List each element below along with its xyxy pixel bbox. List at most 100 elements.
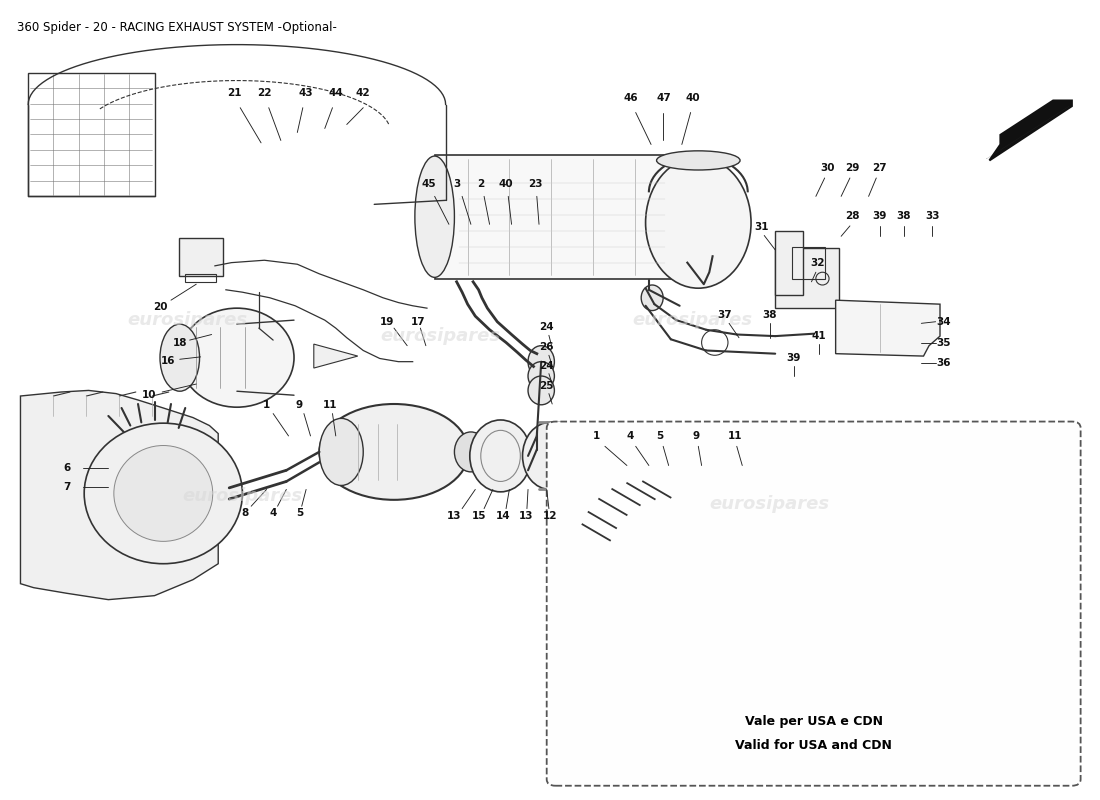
Text: 360 Spider - 20 - RACING EXHAUST SYSTEM -Optional-: 360 Spider - 20 - RACING EXHAUST SYSTEM …: [18, 21, 337, 34]
Text: 39: 39: [786, 353, 801, 362]
Text: 42: 42: [356, 87, 371, 98]
Text: 11: 11: [727, 431, 741, 441]
Text: 36: 36: [936, 358, 950, 368]
Text: eurosipares: eurosipares: [128, 311, 248, 329]
Ellipse shape: [179, 308, 294, 407]
Text: 5: 5: [657, 431, 663, 441]
Text: 30: 30: [821, 163, 835, 174]
Text: 40: 40: [685, 93, 700, 103]
Text: 16: 16: [161, 356, 175, 366]
Text: 32: 32: [811, 258, 825, 269]
Text: 5: 5: [296, 509, 304, 518]
Text: 7: 7: [63, 482, 70, 492]
Ellipse shape: [740, 522, 811, 602]
Ellipse shape: [528, 362, 554, 390]
Ellipse shape: [85, 423, 242, 564]
Text: 4: 4: [627, 431, 634, 441]
Bar: [806, 538, 850, 584]
Text: 1: 1: [593, 431, 600, 441]
Text: 43: 43: [299, 87, 314, 98]
Text: 17: 17: [411, 317, 426, 326]
Text: eurosipares: eurosipares: [183, 487, 303, 505]
Text: 19: 19: [381, 317, 395, 326]
Text: 1: 1: [263, 400, 271, 410]
Text: 9: 9: [693, 431, 700, 441]
Text: 38: 38: [896, 211, 911, 222]
Polygon shape: [836, 300, 940, 356]
Text: 14: 14: [495, 510, 510, 521]
Ellipse shape: [522, 422, 578, 490]
Bar: [913, 528, 968, 584]
Ellipse shape: [415, 156, 454, 278]
Ellipse shape: [319, 418, 363, 486]
Text: 44: 44: [329, 87, 343, 98]
Text: 21: 21: [228, 87, 242, 98]
Ellipse shape: [114, 446, 212, 542]
Ellipse shape: [646, 158, 751, 288]
Text: 20: 20: [153, 302, 167, 311]
Ellipse shape: [470, 420, 531, 492]
Ellipse shape: [641, 285, 663, 310]
Ellipse shape: [160, 324, 199, 391]
Bar: [185, 274, 216, 282]
Polygon shape: [989, 101, 1071, 161]
Bar: [178, 238, 222, 276]
Text: 15: 15: [471, 510, 486, 521]
Text: 11: 11: [323, 400, 338, 410]
Ellipse shape: [319, 404, 469, 500]
Text: 31: 31: [755, 222, 769, 232]
Text: 4: 4: [270, 509, 277, 518]
Text: 2: 2: [477, 179, 484, 190]
Text: 28: 28: [845, 211, 859, 222]
Ellipse shape: [528, 376, 554, 405]
Polygon shape: [21, 390, 218, 600]
Text: 37: 37: [717, 310, 732, 320]
Text: Valid for USA and CDN: Valid for USA and CDN: [735, 739, 892, 752]
Bar: [776, 248, 839, 308]
Text: Vale per USA e CDN: Vale per USA e CDN: [745, 715, 882, 728]
Ellipse shape: [657, 151, 740, 170]
Text: 27: 27: [872, 163, 887, 174]
Ellipse shape: [605, 498, 733, 638]
Text: 35: 35: [936, 338, 950, 347]
Text: 45: 45: [421, 179, 437, 190]
Text: eurosipares: eurosipares: [632, 311, 752, 329]
Text: 29: 29: [845, 163, 859, 174]
Text: 34: 34: [936, 317, 950, 326]
Polygon shape: [314, 344, 358, 368]
Text: 25: 25: [539, 381, 554, 390]
Text: 9: 9: [296, 400, 304, 410]
Text: 41: 41: [812, 331, 826, 341]
Ellipse shape: [668, 156, 707, 278]
Text: eurosipares: eurosipares: [381, 327, 500, 345]
Bar: [966, 532, 1040, 580]
Text: 8: 8: [241, 509, 249, 518]
Ellipse shape: [861, 522, 916, 590]
Text: 24: 24: [539, 322, 554, 332]
Bar: [434, 155, 688, 278]
Bar: [776, 230, 803, 294]
Text: 6: 6: [63, 463, 70, 473]
Text: 22: 22: [257, 87, 272, 98]
Text: 3: 3: [453, 179, 460, 190]
Ellipse shape: [630, 520, 707, 616]
Text: 24: 24: [539, 362, 554, 371]
Bar: [792, 246, 825, 278]
Text: 46: 46: [624, 93, 639, 103]
Text: 23: 23: [528, 179, 543, 190]
Text: 38: 38: [762, 310, 777, 320]
Ellipse shape: [972, 522, 1033, 590]
Ellipse shape: [528, 346, 554, 378]
Text: 10: 10: [142, 390, 156, 400]
Text: 26: 26: [539, 342, 554, 352]
Text: 13: 13: [448, 510, 462, 521]
Text: 33: 33: [925, 211, 939, 222]
Text: 12: 12: [542, 510, 558, 521]
Text: 40: 40: [498, 179, 514, 190]
Text: eurosipares: eurosipares: [710, 495, 829, 513]
Text: 13: 13: [518, 510, 534, 521]
FancyBboxPatch shape: [547, 422, 1080, 786]
Ellipse shape: [454, 432, 487, 472]
Text: 18: 18: [173, 338, 187, 348]
Text: 47: 47: [657, 93, 672, 103]
